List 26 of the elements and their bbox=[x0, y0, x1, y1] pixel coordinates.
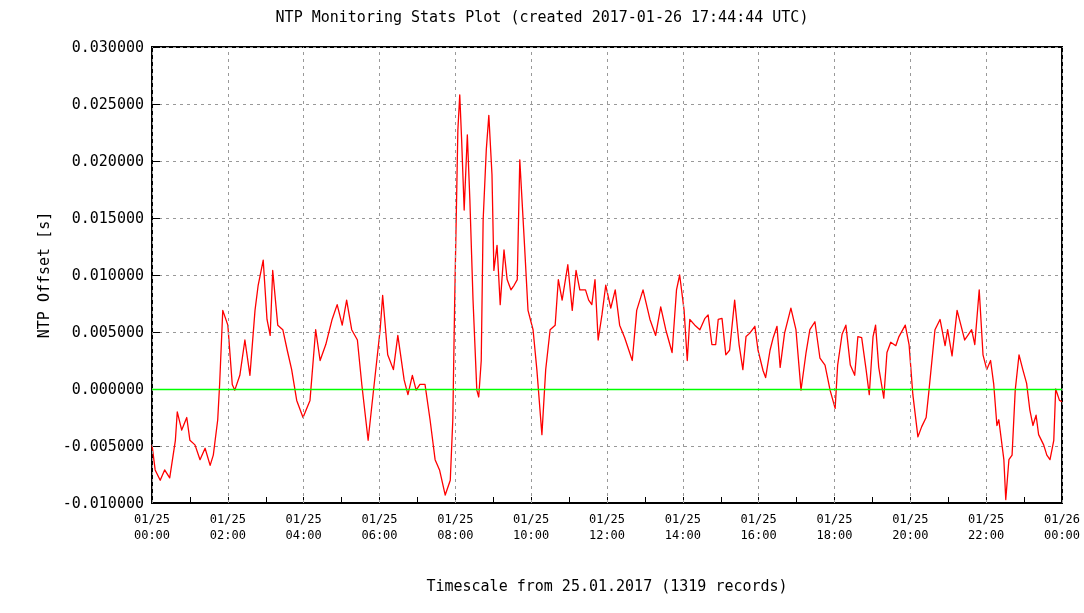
x-tick-label: 01/25 10:00 bbox=[513, 512, 550, 542]
x-tick-label: 01/25 04:00 bbox=[285, 512, 322, 542]
x-tick-label: 01/25 22:00 bbox=[968, 512, 1005, 542]
x-tick-label: 01/25 16:00 bbox=[740, 512, 777, 542]
x-tick-label: 01/25 14:00 bbox=[664, 512, 701, 542]
y-tick-label: 0.015000 bbox=[71, 209, 144, 227]
x-axis-title: Timescale from 25.01.2017 (1319 records) bbox=[426, 576, 788, 595]
x-tick-label: 01/25 02:00 bbox=[209, 512, 246, 542]
y-axis-title: NTP Offset [s] bbox=[35, 211, 54, 339]
y-tick-label: -0.005000 bbox=[62, 437, 144, 455]
chart-title: NTP Monitoring Stats Plot (created 2017-01-26 17:44:44 UTC) bbox=[275, 7, 809, 26]
y-tick-label: -0.010000 bbox=[62, 494, 144, 512]
x-tick-label: 01/25 20:00 bbox=[892, 512, 929, 542]
x-tick-label: 01/25 12:00 bbox=[588, 512, 626, 542]
y-tick-label: 0.005000 bbox=[71, 323, 144, 341]
y-tick-label: 0.025000 bbox=[71, 95, 144, 113]
y-tick-label: 0.020000 bbox=[71, 152, 144, 170]
y-tick-label: 0.010000 bbox=[71, 266, 144, 284]
x-tick-label: 01/25 00:00 bbox=[133, 512, 171, 542]
x-tick-label: 01/25 08:00 bbox=[437, 512, 474, 542]
y-tick-label: 0.000000 bbox=[71, 380, 144, 398]
y-tick-label: 0.030000 bbox=[71, 38, 144, 56]
x-tick-label: 01/26 00:00 bbox=[1043, 512, 1081, 542]
x-tick-label: 01/25 18:00 bbox=[816, 512, 853, 542]
line-series bbox=[151, 94, 1063, 501]
x-tick-label: 01/25 06:00 bbox=[361, 512, 398, 542]
